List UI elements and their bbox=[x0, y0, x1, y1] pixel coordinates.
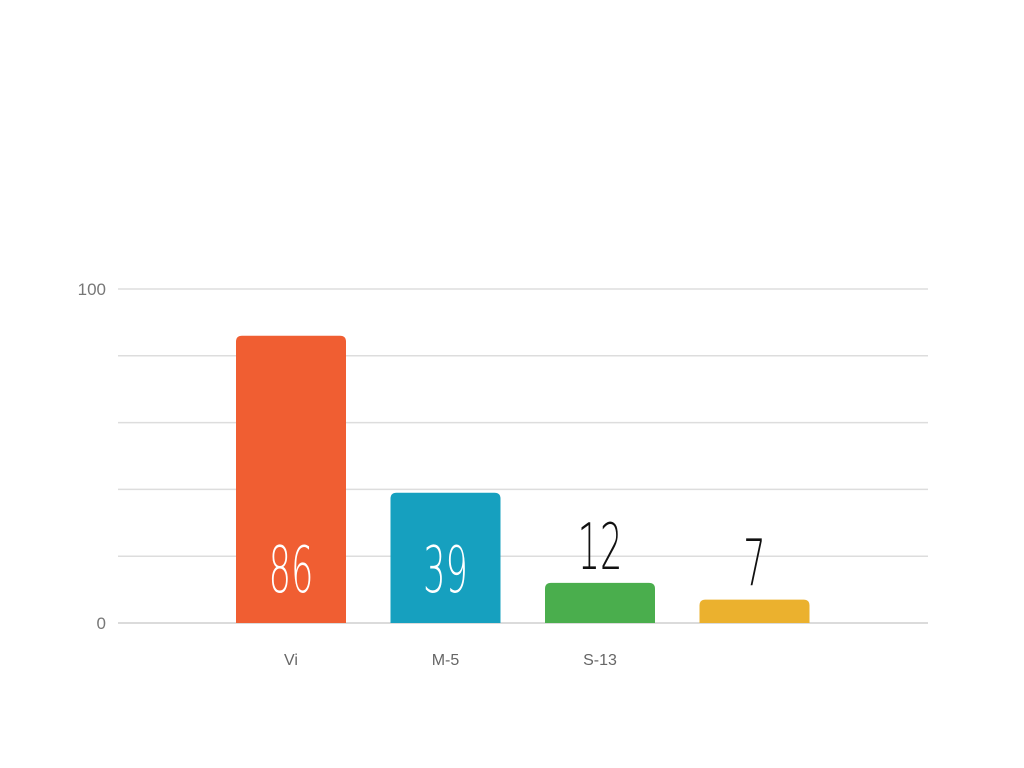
bar bbox=[699, 599, 810, 623]
y-tick-label: 100 bbox=[78, 280, 106, 299]
value-labels: 86 39 12 7 bbox=[269, 511, 766, 608]
y-axis-ticks: 0 100 bbox=[78, 280, 106, 633]
bars bbox=[236, 335, 810, 623]
data-label: 39 bbox=[423, 534, 468, 608]
bar bbox=[390, 492, 501, 623]
category-labels: Vi M-5 S-13 bbox=[284, 652, 617, 669]
bar bbox=[545, 582, 655, 623]
x-tick-label: Vi bbox=[284, 652, 298, 669]
data-label: 86 bbox=[269, 534, 314, 608]
y-tick-label: 0 bbox=[97, 614, 106, 633]
x-tick-label: M-5 bbox=[432, 652, 460, 669]
x-tick-label: S-13 bbox=[583, 652, 617, 669]
bar bbox=[236, 335, 346, 623]
data-label: 7 bbox=[743, 527, 765, 601]
data-label: 12 bbox=[578, 511, 623, 585]
